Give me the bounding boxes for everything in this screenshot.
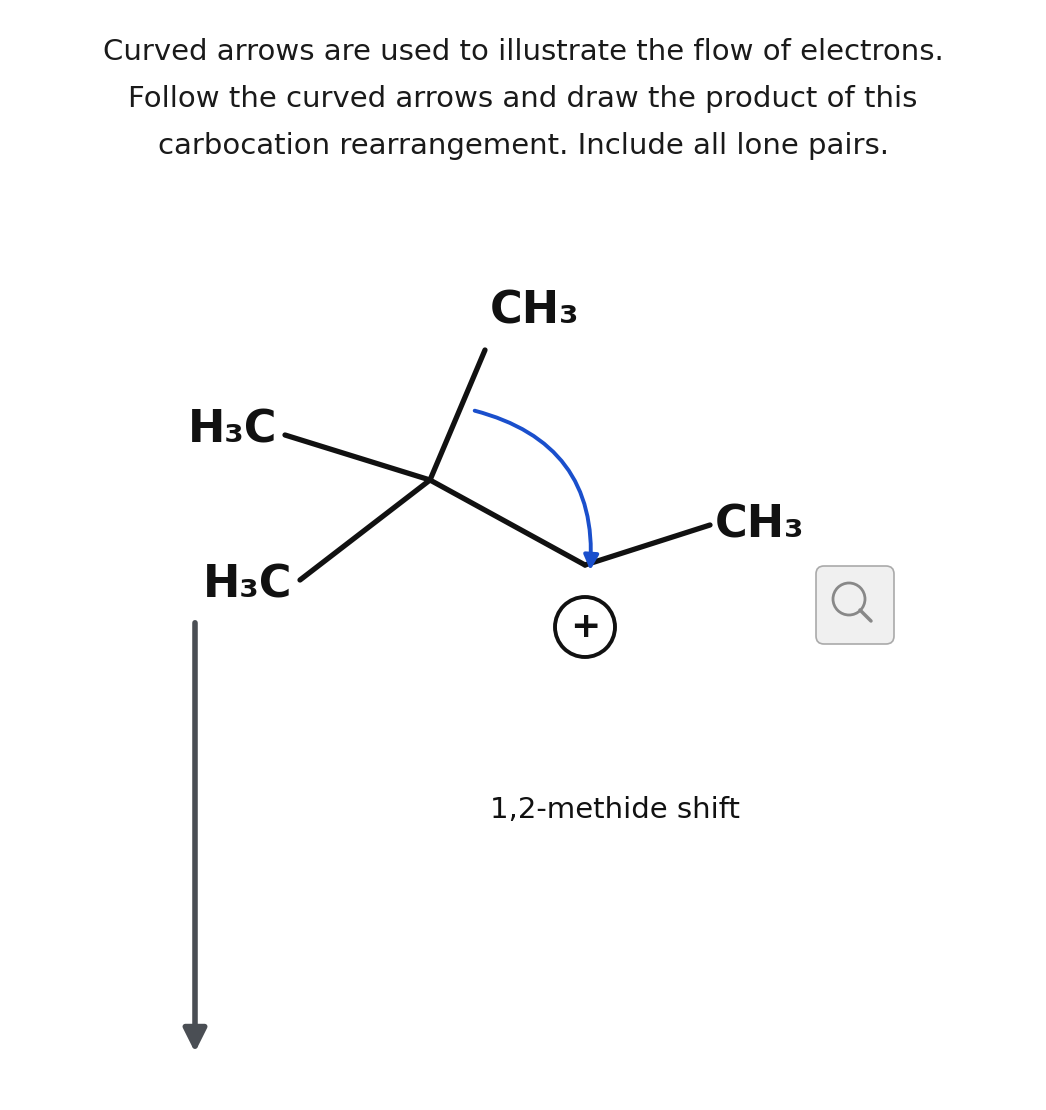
Text: H₃C: H₃C <box>203 564 292 606</box>
Text: H₃C: H₃C <box>187 408 277 452</box>
Text: Curved arrows are used to illustrate the flow of electrons.: Curved arrows are used to illustrate the… <box>103 38 943 65</box>
Text: CH₃: CH₃ <box>715 504 804 546</box>
Text: carbocation rearrangement. Include all lone pairs.: carbocation rearrangement. Include all l… <box>158 132 888 160</box>
FancyBboxPatch shape <box>816 566 894 644</box>
Text: 1,2-methide shift: 1,2-methide shift <box>490 796 740 824</box>
Text: Follow the curved arrows and draw the product of this: Follow the curved arrows and draw the pr… <box>129 85 917 113</box>
Text: CH₃: CH₃ <box>490 289 579 332</box>
Text: +: + <box>570 610 600 644</box>
